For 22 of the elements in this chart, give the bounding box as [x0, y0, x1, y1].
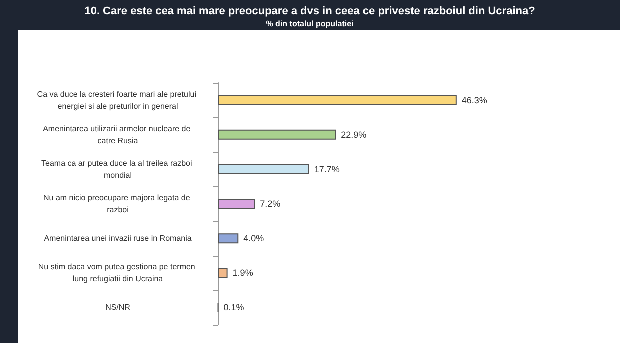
data-label: 22.9% — [341, 130, 367, 140]
data-label: 46.3% — [462, 95, 488, 106]
bar — [218, 268, 228, 278]
bar — [218, 130, 336, 140]
y-tick-label: Amenintarea utilizarii armelor nucleare de catre Rusia — [43, 124, 193, 146]
y-tick-label: Nu stim daca vom putea gestiona pe termen lung refugiatii din Ucraina — [38, 262, 198, 284]
bar — [218, 95, 457, 106]
y-tick-label: Nu am nicio preocupare majora legata de razboi — [44, 194, 192, 214]
bar — [218, 164, 310, 174]
bar — [218, 234, 239, 244]
bar — [218, 199, 256, 209]
data-label: 1.9% — [232, 268, 254, 278]
chart-title: 10. Care este cea mai mare preocupare a dvs in ceea ce priveste razboiul din Ucraina? — [84, 6, 536, 18]
y-tick-label: Ca va duce la cresteri foarte mari ale pretului energiei si ale preturilor in general — [37, 90, 199, 111]
y-tick-label: Teama ca ar putea duce la al treilea razboi mondial — [42, 158, 194, 180]
data-label: 7.2% — [260, 199, 281, 209]
data-label: 17.7% — [314, 164, 340, 174]
data-label: 4.0% — [244, 234, 264, 244]
data-label: 0.1% — [224, 302, 244, 313]
y-tick-label: NS/NR — [106, 303, 131, 312]
chart-subtitle: % din totalul populatiei — [266, 20, 354, 28]
y-tick-label: Amenintarea unei invazii ruse in Romania — [44, 234, 192, 244]
